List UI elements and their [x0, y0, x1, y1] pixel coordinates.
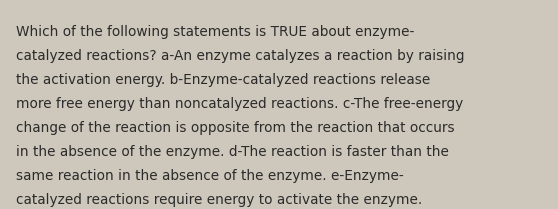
- Text: in the absence of the enzyme. d-The reaction is faster than the: in the absence of the enzyme. d-The reac…: [16, 145, 449, 159]
- Text: same reaction in the absence of the enzyme. e-Enzyme-: same reaction in the absence of the enzy…: [16, 169, 403, 183]
- Text: the activation energy. b-Enzyme-catalyzed reactions release: the activation energy. b-Enzyme-catalyze…: [16, 73, 430, 87]
- Text: catalyzed reactions? a-An enzyme catalyzes a reaction by raising: catalyzed reactions? a-An enzyme catalyz…: [16, 49, 464, 63]
- Text: more free energy than noncatalyzed reactions. c-The free-energy: more free energy than noncatalyzed react…: [16, 97, 463, 111]
- Text: Which of the following statements is TRUE about enzyme-: Which of the following statements is TRU…: [16, 25, 414, 39]
- Text: change of the reaction is opposite from the reaction that occurs: change of the reaction is opposite from …: [16, 121, 454, 135]
- Text: catalyzed reactions require energy to activate the enzyme.: catalyzed reactions require energy to ac…: [16, 193, 422, 207]
